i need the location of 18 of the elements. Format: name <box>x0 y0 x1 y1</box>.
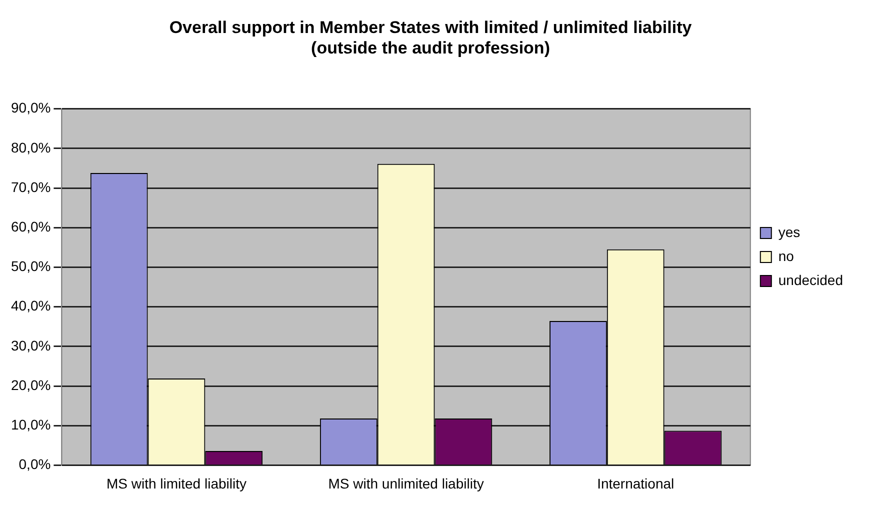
legend-label: yes <box>778 224 800 240</box>
legend-label: undecided <box>778 272 844 288</box>
y-tick-label: 10,0% <box>10 416 51 432</box>
y-tick-label: 80,0% <box>10 139 51 156</box>
x-tick-label: MS with limited liability <box>106 475 246 492</box>
chart-subtitle: (outside the audit profession) <box>311 38 550 58</box>
y-tick-label: 70,0% <box>10 178 51 195</box>
x-tick-label: International <box>597 475 674 492</box>
legend-label: no <box>778 248 794 264</box>
y-tick-label: 30,0% <box>10 337 51 354</box>
x-tick-label: MS with unlimited liability <box>328 475 484 492</box>
chart-title: Overall support in Member States with limited / unlimited liability <box>169 18 692 37</box>
y-tick-label: 20,0% <box>10 376 51 393</box>
y-tick-label: 90,0% <box>10 100 51 116</box>
y-tick-label: 50,0% <box>10 258 51 274</box>
y-tick-label: 40,0% <box>10 298 51 314</box>
y-tick-label: 0,0% <box>18 456 51 472</box>
y-tick-label: 60,0% <box>10 218 51 234</box>
